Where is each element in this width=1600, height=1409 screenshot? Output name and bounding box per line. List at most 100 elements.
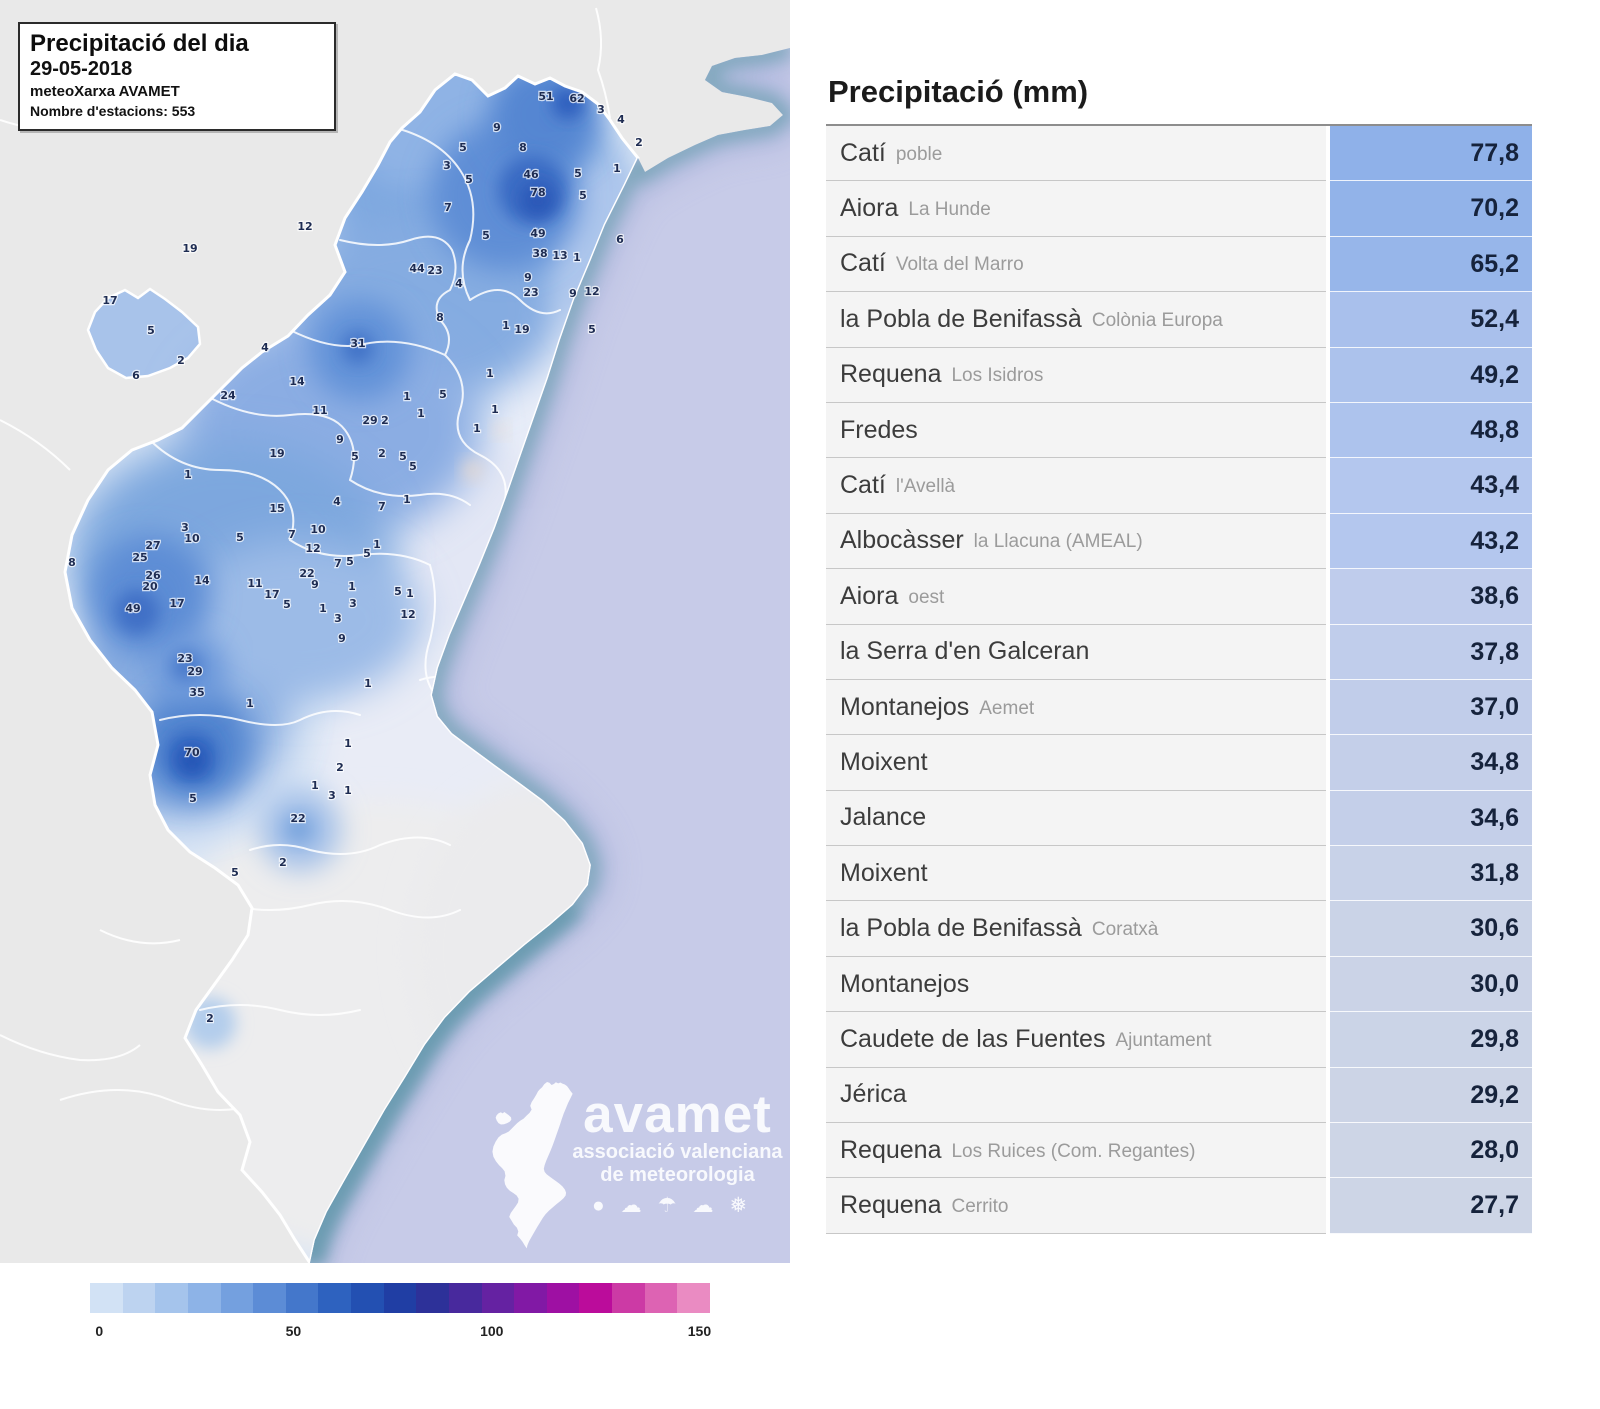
station-name-cell: Fredes <box>826 402 1326 459</box>
station-value-label: 1 <box>403 493 411 506</box>
legend-color-step <box>546 1283 580 1313</box>
station-value-label: 4 <box>617 113 625 126</box>
table-row: Moixent 34,8 <box>826 735 1532 791</box>
station-name: la Pobla de Benifassà <box>840 304 1082 333</box>
legend-color-step <box>612 1283 645 1313</box>
station-value-label: 9 <box>338 632 346 645</box>
station-sublabel: la Llacuna (AMEAL) <box>973 531 1143 553</box>
station-name: Jérica <box>840 1080 907 1109</box>
precipitation-value: 43,4 <box>1330 458 1532 514</box>
station-value-label: 5 <box>588 323 596 336</box>
station-value-label: 1 <box>491 403 499 416</box>
station-value-label: 9 <box>336 433 344 446</box>
station-value-label: 11 <box>247 577 262 590</box>
legend-tick: 50 <box>285 1323 302 1339</box>
station-value-label: 1 <box>417 407 425 420</box>
table-row: Catí Volta del Marro 65,2 <box>826 236 1532 293</box>
station-value-label: 5 <box>394 585 402 598</box>
precipitation-value: 77,8 <box>1330 126 1532 182</box>
station-value-label: 23 <box>427 264 442 277</box>
legend-tick-labels: 0 50 100 150 <box>90 1323 711 1345</box>
precipitation-value: 65,2 <box>1330 236 1532 293</box>
station-sublabel: Volta del Marro <box>895 254 1024 276</box>
table-row: Catí l'Avellà 43,4 <box>826 458 1532 514</box>
station-value-label: 2 <box>378 447 386 460</box>
table-row: Aiora oest 38,6 <box>826 569 1532 625</box>
station-value-label: 1 <box>344 784 352 797</box>
map-station-count: Nombre d'estacions: 553 <box>30 102 196 119</box>
station-name: Montanejos <box>840 969 970 998</box>
table-row: Moixent 31,8 <box>826 846 1532 902</box>
station-value-label: 29 <box>187 665 202 678</box>
station-name-cell: Catí Volta del Marro <box>826 236 1326 293</box>
station-value-label: 17 <box>169 597 184 610</box>
station-name-cell: Requena Los Isidros <box>826 347 1326 403</box>
station-value-label: 17 <box>264 588 279 601</box>
table-row: la Serra d'en Galceran 37,8 <box>826 624 1532 680</box>
station-value-label: 5 <box>189 792 197 805</box>
station-value-label: 19 <box>269 447 284 460</box>
station-value-label: 5 <box>231 866 239 879</box>
station-name: Catí <box>840 249 886 278</box>
station-name-cell: Aiora oest <box>826 569 1326 625</box>
map-date: 29-05-2018 <box>30 58 133 81</box>
station-value-label: 1 <box>319 602 327 615</box>
station-value-label: 19 <box>514 323 529 336</box>
station-name: Catí <box>840 471 886 500</box>
station-value-label: 12 <box>400 608 415 621</box>
station-value-label: 2 <box>177 354 185 367</box>
station-value-label: 22 <box>290 812 305 825</box>
legend-color-step <box>90 1283 123 1313</box>
station-value-label: 1 <box>502 319 510 332</box>
table-row: la Pobla de Benifassà Colònia Europa 52,4 <box>826 292 1532 348</box>
station-value-label: 49 <box>530 227 545 240</box>
station-value-label: 12 <box>305 542 320 555</box>
station-name: Requena <box>840 360 942 389</box>
legend-color-bar <box>90 1283 710 1313</box>
legend-color-step <box>416 1283 449 1313</box>
station-value-label: 1 <box>246 697 254 710</box>
map-title: Precipitació del dia <box>30 30 249 57</box>
station-name-cell: Montanejos Aemet <box>826 679 1326 736</box>
station-name-cell: Catí l'Avellà <box>826 458 1326 514</box>
legend-color-step <box>122 1283 156 1313</box>
station-sublabel: Coratxà <box>1091 919 1159 941</box>
precipitation-table-panel: Precipitació (mm) Catí poble 77,8 Aiora La H… <box>826 74 1532 1234</box>
station-name: la Pobla de Benifassà <box>840 914 1082 943</box>
station-name-cell: Montanejos <box>826 956 1326 1013</box>
station-name-cell: Requena Los Ruices (Com. Regantes) <box>826 1123 1326 1179</box>
station-value-label: 1 <box>613 162 621 175</box>
legend-color-step <box>187 1283 221 1313</box>
legend-color-step <box>155 1283 188 1313</box>
station-name: Catí <box>840 138 886 167</box>
station-name: Montanejos <box>840 692 970 721</box>
station-value-label: 5 <box>236 531 244 544</box>
precipitation-value: 43,2 <box>1330 513 1532 570</box>
table-row: Jérica 29,2 <box>826 1067 1532 1124</box>
station-value-label: 78 <box>530 186 545 199</box>
station-value-label: 6 <box>132 369 140 382</box>
legend-color-step <box>318 1283 351 1313</box>
station-value-label: 5 <box>482 229 490 242</box>
legend-tick: 100 <box>480 1323 504 1339</box>
station-value-label: 8 <box>68 556 76 569</box>
map-title-box: Precipitació del dia 29-05-2018 meteoXar… <box>18 22 336 132</box>
station-value-label: 1 <box>486 367 494 380</box>
station-name: Fredes <box>840 415 918 444</box>
station-sublabel: Cerrito <box>951 1196 1009 1218</box>
station-value-label: 1 <box>403 390 411 403</box>
station-value-label: 7 <box>444 201 452 214</box>
table-row: Caudete de las Fuentes Ajuntament 29,8 <box>826 1012 1532 1068</box>
station-value-label: 9 <box>524 271 532 284</box>
table-row: Catí poble 77,8 <box>826 126 1532 182</box>
station-value-label: 5 <box>363 547 371 560</box>
station-value-label: 11 <box>312 404 327 417</box>
station-name-cell: Moixent <box>826 735 1326 791</box>
station-name: Aiora <box>840 581 899 610</box>
station-value-label: 5 <box>574 167 582 180</box>
station-value-label: 5 <box>465 173 473 186</box>
precipitation-table: Catí poble 77,8 Aiora La Hunde 70,2 Catí Volta … <box>826 124 1532 1234</box>
